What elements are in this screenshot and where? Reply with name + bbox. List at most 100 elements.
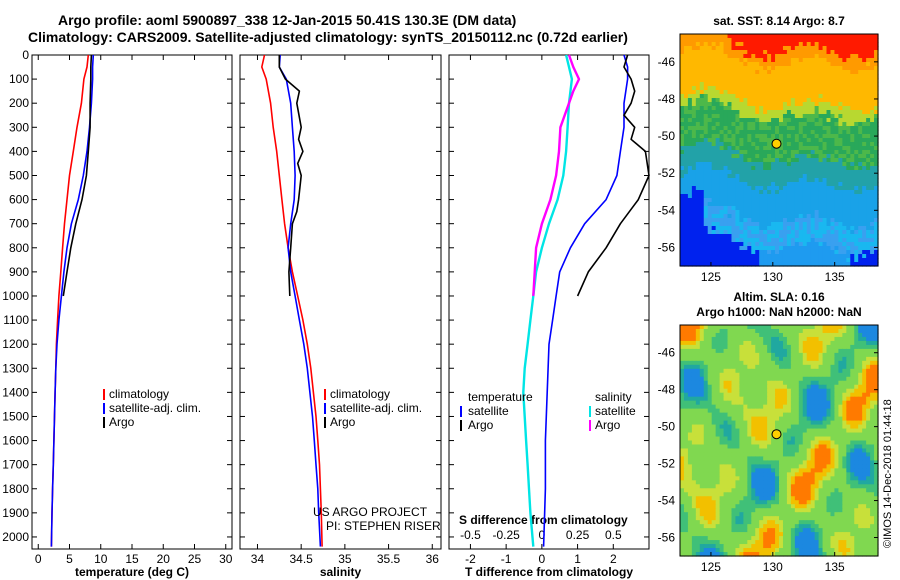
map-cell [711, 262, 717, 267]
map-cell [858, 178, 863, 183]
map-cell [798, 368, 804, 374]
map-cell [862, 166, 867, 171]
map-cell [846, 400, 851, 406]
map-cell [771, 114, 776, 119]
map-cell [782, 158, 788, 163]
map-cell [743, 142, 748, 147]
map-cell [822, 198, 828, 203]
map-cell [739, 158, 744, 163]
map-cell [691, 372, 697, 378]
map-cell [806, 250, 812, 255]
map-cell [779, 38, 784, 43]
map-cell [711, 134, 717, 139]
map-cell [731, 364, 737, 370]
map-cell [822, 328, 828, 334]
map-cell [743, 436, 748, 442]
map-cell [683, 66, 689, 71]
map-cell [870, 38, 875, 43]
map-cell [775, 74, 780, 79]
map-cell [862, 408, 867, 414]
map-cell [759, 122, 764, 127]
map-cell [735, 262, 740, 267]
map-cell [711, 356, 717, 362]
map-cell [786, 360, 792, 366]
map-cell [858, 412, 863, 418]
map-cell [711, 460, 717, 465]
map-cell [715, 230, 721, 235]
map-cell [711, 166, 717, 171]
map-cell [743, 448, 748, 454]
map-cell [755, 182, 760, 187]
map-cell [755, 178, 760, 183]
map-cell [806, 464, 812, 469]
map-cell [707, 238, 713, 243]
map-cell [818, 154, 824, 159]
map-cell [810, 404, 816, 410]
map-cell [874, 138, 879, 143]
map-cell [842, 98, 847, 103]
map-cell [687, 460, 693, 465]
map-cell [870, 46, 875, 51]
map-cell [794, 396, 800, 402]
map-cell [874, 388, 879, 394]
map-cell [719, 94, 725, 99]
map-cell [751, 384, 756, 390]
map-cell [711, 372, 717, 378]
map-cell [763, 214, 768, 219]
map-cell [743, 198, 748, 203]
map-cell [759, 352, 764, 358]
map-cell [818, 194, 824, 199]
map-cell [703, 214, 709, 219]
map-cell [870, 114, 875, 119]
map-cell [858, 262, 863, 267]
map-cell [822, 74, 828, 79]
map-cell [866, 194, 871, 199]
map-cell [759, 186, 764, 191]
x-tick-label: 34 [251, 552, 265, 566]
map-cell [711, 332, 717, 338]
map-cell [723, 178, 729, 183]
map-cell [695, 396, 701, 402]
map-cell [707, 384, 713, 390]
map-cell [731, 102, 737, 107]
map-cell [802, 246, 808, 251]
map-cell [842, 420, 847, 426]
map-cell [719, 206, 725, 211]
map-cell [695, 416, 701, 422]
map-cell [854, 146, 859, 151]
map-cell [790, 130, 796, 135]
map-cell [854, 428, 859, 434]
map-cell [838, 336, 843, 342]
map-cell [870, 376, 875, 382]
map-cell [707, 424, 713, 430]
map-cell [814, 98, 820, 103]
map-cell [711, 468, 717, 473]
map-cell [703, 226, 709, 231]
map-cell [767, 194, 772, 199]
map-cell [858, 428, 863, 434]
map-cell [711, 178, 717, 183]
map-cell [862, 242, 867, 247]
map-cell [814, 404, 820, 410]
map-cell [755, 166, 760, 171]
map-cell [687, 444, 693, 450]
map-cell [703, 428, 709, 434]
map-cell [874, 46, 879, 51]
map-cell [767, 90, 772, 95]
map-cell [739, 146, 744, 151]
map-cell [858, 332, 863, 338]
map-cell [786, 98, 792, 103]
map-cell [715, 58, 721, 63]
map-cell [755, 170, 760, 175]
map-cell [703, 102, 709, 107]
map-cell [755, 90, 760, 95]
map-cell [818, 258, 824, 263]
map-cell [779, 122, 784, 127]
map-cell [691, 110, 697, 115]
map-cell [779, 190, 784, 195]
map-cell [719, 408, 725, 414]
map-cell [779, 98, 784, 103]
map-cell [707, 258, 713, 263]
map-cell [715, 222, 721, 227]
map-cell [798, 202, 804, 207]
